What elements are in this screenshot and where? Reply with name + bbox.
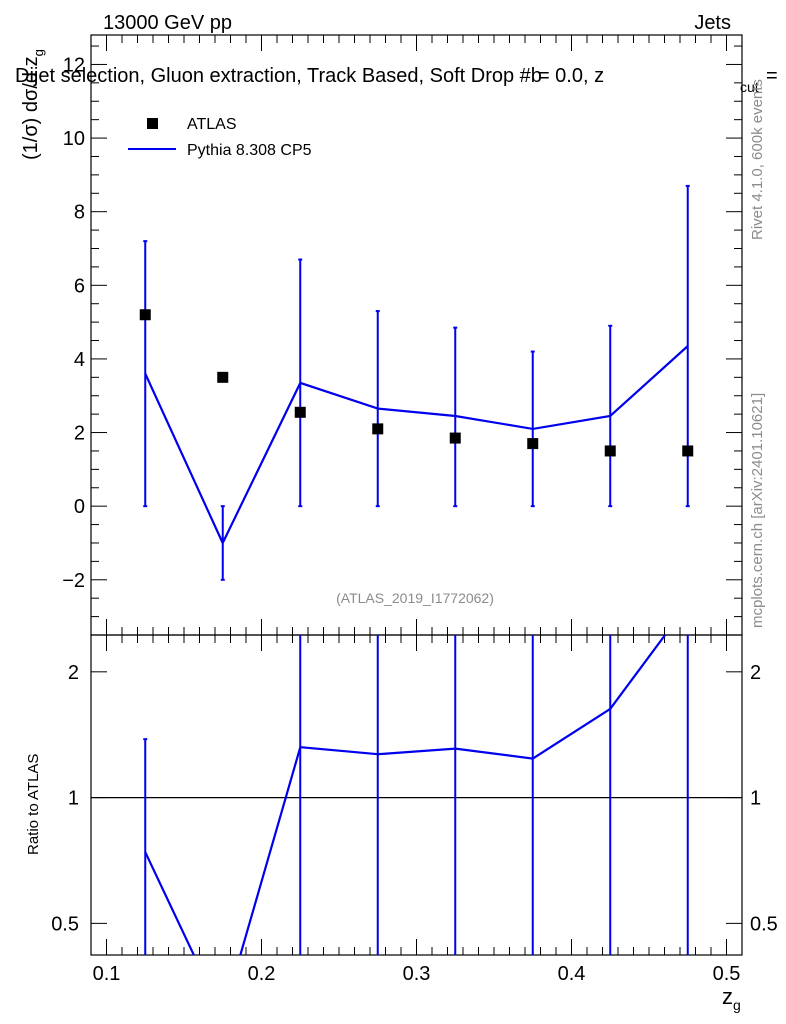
x-axis-label: zg (722, 984, 741, 1013)
x-tick-label: 0.4 (558, 963, 586, 985)
main-y-tick-label: 8 (74, 202, 85, 224)
atlas-data-point (449, 432, 461, 444)
legend-label-pythia: Pythia 8.308 CP5 (187, 142, 312, 159)
ratio-y-axis-label: Ratio to ATLAS (25, 754, 42, 855)
x-tick-label: 0.2 (248, 963, 276, 985)
plot-title-end: = (766, 65, 778, 87)
header-process-label: Jets (694, 12, 731, 34)
ratio-y-tick-label-right: 2 (750, 662, 761, 684)
ratio-panel-frame (90, 634, 743, 956)
main-y-axis-label: (1/σ) dσ/d zg (20, 49, 46, 160)
main-y-tick-label: 0 (74, 496, 85, 518)
atlas-data-point (294, 406, 306, 418)
mc-series-line (144, 345, 689, 546)
atlas-data-point (682, 445, 694, 457)
x-tick-label: 0.5 (713, 963, 741, 985)
main-y-tick-label: 10 (63, 128, 85, 150)
atlas-data-point (604, 445, 616, 457)
main-y-tick-label: −2 (62, 570, 85, 592)
ratio-y-tick-label: 0.5 (51, 913, 79, 935)
main-y-tick-label: 12 (63, 54, 85, 76)
main-axis-ticks: −2 0 2 4 6 8 10 12 (62, 35, 743, 636)
plot-title-subscript: cut (740, 79, 759, 95)
analysis-id: (ATLAS_2019_I1772062) (336, 590, 494, 606)
main-y-tick-label: 4 (74, 349, 85, 371)
x-tick-label: 0.1 (93, 963, 121, 985)
ratio-y-tick-label-right: 0.5 (750, 913, 778, 935)
main-chart-marks (139, 184, 694, 581)
plot-title-tail: = 0.0, z (538, 65, 604, 87)
atlas-data-point (527, 438, 539, 450)
legend: ATLAS Pythia 8.308 CP5 (128, 116, 312, 159)
ratio-series-line (144, 635, 667, 955)
main-y-tick-label: 2 (74, 423, 85, 445)
plot-title-main: Dijet selection, Gluon extraction, Track… (15, 65, 542, 87)
ratio-y-tick-label: 1 (68, 788, 79, 810)
legend-marker-atlas (147, 118, 158, 129)
main-y-tick-label: 6 (74, 275, 85, 297)
ratio-y-tick-label-right: 1 (750, 788, 761, 810)
legend-label-atlas: ATLAS (187, 116, 237, 133)
header-energy-label: 13000 GeV pp (103, 12, 232, 34)
mcplots-credit-label: mcplots.cern.ch [arXiv:2401.10621] (749, 393, 766, 628)
plot-title: Dijet selection, Gluon extraction, Track… (15, 65, 604, 87)
ratio-y-tick-label: 2 (68, 662, 79, 684)
atlas-data-point (372, 423, 384, 435)
rivet-version-label: Rivet 4.1.0, 600k events (749, 79, 766, 240)
ratio-chart-marks (143, 635, 689, 955)
atlas-data-point (139, 309, 151, 321)
x-tick-label: 0.3 (403, 963, 431, 985)
atlas-data-point (217, 371, 229, 383)
ratio-axis-ticks: 0.5 0.5 1 1 2 2 0.1 0.2 0.3 0.4 0.5 (51, 635, 778, 985)
